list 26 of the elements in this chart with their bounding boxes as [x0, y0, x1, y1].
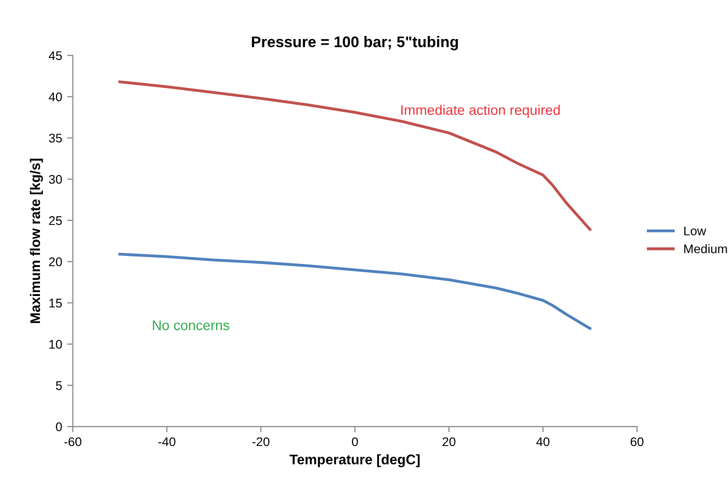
y-tick-label: 5: [56, 381, 62, 390]
line-series: [118, 252, 592, 330]
x-tick-label: 20: [442, 437, 456, 446]
legend-label: Low: [684, 226, 706, 236]
y-tick-label: 20: [49, 257, 62, 266]
chart-title: Pressure = 100 bar; 5"tubing: [252, 36, 458, 50]
annotation: Immediate action required: [401, 104, 560, 118]
annotation: No concerns: [152, 320, 230, 330]
line-series: [118, 80, 592, 231]
y-tick-label: 15: [49, 298, 62, 308]
y-tick-label: 10: [49, 340, 62, 349]
x-tick-label: -20: [252, 437, 270, 446]
y-tick-label: 25: [49, 216, 62, 226]
y-tick-label: 40: [48, 92, 62, 102]
x-tick-label: 0: [352, 437, 358, 446]
legend-label: Medium: [684, 244, 727, 254]
y-axis-title: Maximum flow rate [kg/s]: [30, 158, 43, 324]
y-tick-label: 30: [48, 174, 62, 184]
y-tick-label: 35: [48, 134, 62, 143]
y-tick-label: 45: [48, 51, 62, 60]
x-tick-label: 60: [630, 437, 644, 446]
x-tick-label: 40: [536, 437, 550, 446]
x-tick-label: -60: [64, 437, 82, 446]
x-tick-label: -40: [158, 437, 176, 446]
x-axis-title: Temperature [degC]: [290, 454, 420, 468]
y-tick-label: 0: [56, 422, 62, 432]
